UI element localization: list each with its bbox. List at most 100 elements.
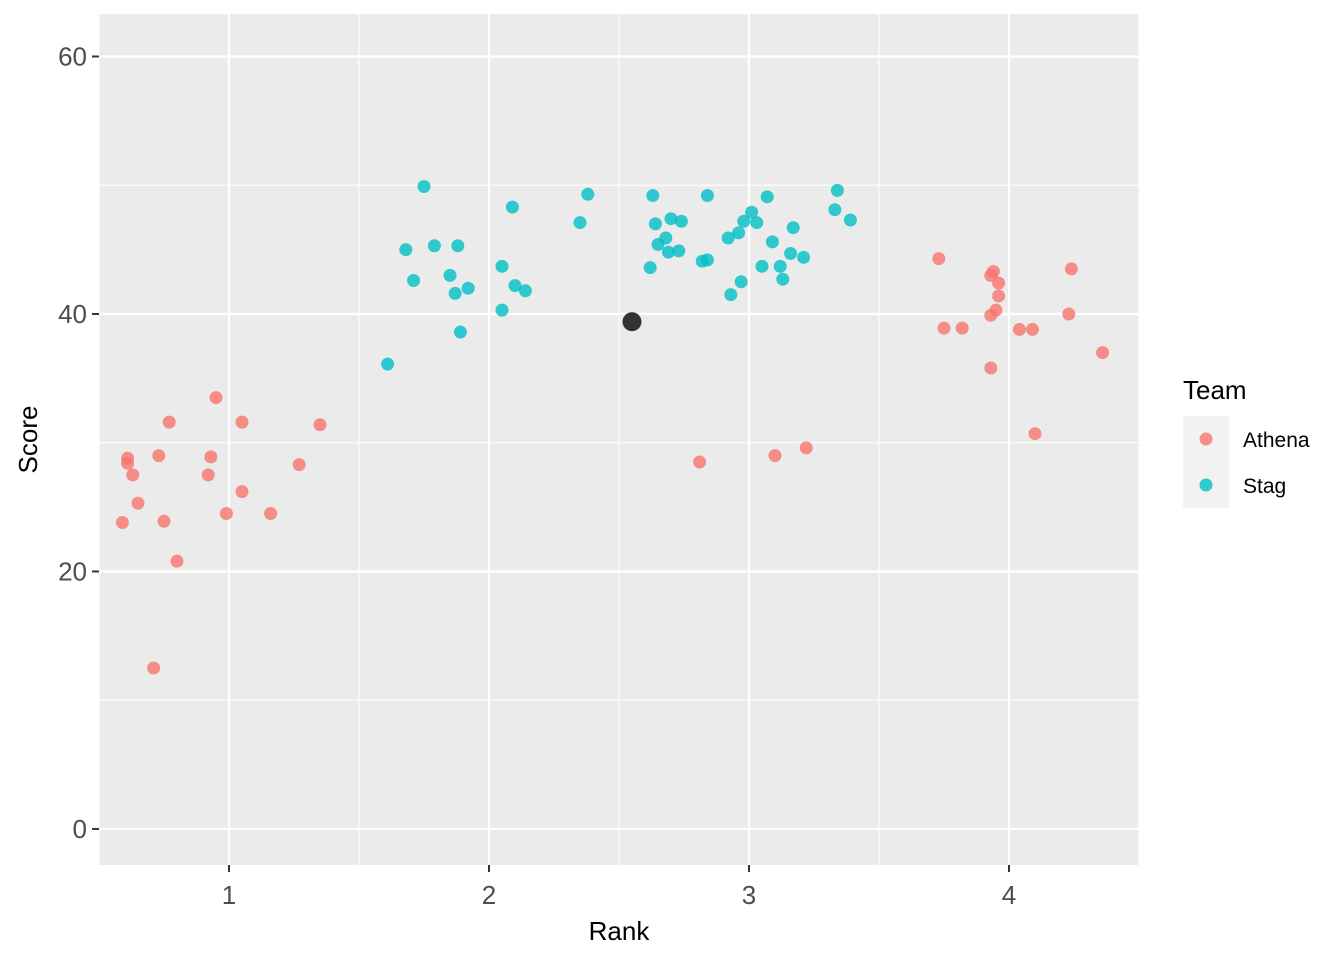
legend-title: Team bbox=[1183, 375, 1247, 405]
data-point-athena bbox=[1062, 307, 1076, 321]
data-point-stag bbox=[427, 239, 441, 253]
data-point-athena bbox=[115, 516, 129, 530]
data-point-stag bbox=[721, 231, 735, 245]
y-axis-ticks: 0 20 40 60 bbox=[58, 41, 99, 844]
data-point-stag bbox=[399, 243, 413, 257]
y-tick-label: 60 bbox=[58, 41, 87, 71]
data-point-stag bbox=[700, 253, 714, 267]
data-point-stag bbox=[745, 205, 759, 219]
data-point-athena bbox=[170, 554, 184, 568]
data-point-stag bbox=[786, 221, 800, 235]
data-point-stag bbox=[830, 183, 844, 197]
data-point-athena bbox=[1096, 346, 1110, 360]
data-point-athena bbox=[235, 485, 249, 499]
data-point-athena bbox=[992, 276, 1006, 290]
x-tick-label: 4 bbox=[1002, 880, 1016, 910]
data-point-stag bbox=[659, 231, 673, 245]
data-point-athena bbox=[1025, 322, 1039, 336]
data-point-stag bbox=[700, 189, 714, 203]
data-point-stag bbox=[508, 279, 522, 293]
data-point-athena bbox=[147, 661, 161, 675]
data-point-stag bbox=[750, 216, 764, 230]
data-point-stag bbox=[646, 189, 660, 203]
data-point-athena bbox=[955, 321, 969, 335]
data-point-athena bbox=[992, 289, 1006, 303]
data-point-stag bbox=[776, 272, 790, 286]
data-point-stag bbox=[461, 281, 475, 295]
data-point-athena bbox=[986, 264, 1000, 278]
data-point-athena bbox=[157, 514, 171, 528]
data-point-athena bbox=[126, 468, 140, 482]
data-point-athena bbox=[292, 458, 306, 472]
data-point-stag bbox=[518, 284, 532, 298]
data-point-stag bbox=[495, 259, 509, 273]
y-tick-label: 0 bbox=[73, 814, 87, 844]
data-point-athena bbox=[201, 468, 215, 482]
data-point-stag bbox=[407, 274, 421, 288]
legend-label: Athena bbox=[1243, 429, 1310, 452]
data-point-athena bbox=[121, 451, 135, 465]
data-point-stag bbox=[737, 214, 751, 228]
data-point-athena bbox=[932, 252, 946, 266]
data-points bbox=[115, 180, 1110, 675]
data-point-stag bbox=[581, 187, 595, 201]
data-point-stag bbox=[648, 217, 662, 231]
legend-marker-stag bbox=[1199, 478, 1213, 492]
data-point-stag bbox=[674, 214, 688, 228]
highlight-point bbox=[622, 312, 642, 332]
x-tick-label: 2 bbox=[482, 880, 496, 910]
data-point-stag bbox=[755, 259, 769, 273]
data-point-athena bbox=[1028, 427, 1042, 441]
data-point-athena bbox=[937, 321, 951, 335]
data-point-stag bbox=[828, 203, 842, 217]
data-point-stag bbox=[495, 303, 509, 317]
y-tick-label: 40 bbox=[58, 299, 87, 329]
data-point-athena bbox=[219, 507, 233, 521]
data-point-stag bbox=[664, 212, 678, 226]
data-point-athena bbox=[768, 449, 782, 463]
major-gridlines bbox=[99, 14, 1139, 865]
data-point-stag bbox=[417, 180, 431, 194]
legend: Team Athena Stag bbox=[1183, 375, 1310, 508]
x-axis-title: Rank bbox=[589, 916, 651, 946]
data-point-stag bbox=[797, 250, 811, 264]
data-point-stag bbox=[724, 288, 738, 302]
data-point-athena bbox=[162, 415, 176, 429]
data-point-athena bbox=[693, 455, 707, 469]
data-point-stag bbox=[573, 216, 587, 230]
data-point-athena bbox=[313, 418, 327, 432]
data-point-stag bbox=[765, 235, 779, 249]
data-point-athena bbox=[152, 449, 166, 463]
data-point-stag bbox=[381, 357, 395, 371]
data-point-athena bbox=[235, 415, 249, 429]
data-point-stag bbox=[661, 245, 675, 259]
x-tick-label: 3 bbox=[742, 880, 756, 910]
data-point-stag bbox=[448, 286, 462, 300]
minor-gridlines bbox=[98, 14, 1140, 865]
data-point-athena bbox=[989, 303, 1003, 317]
data-point-stag bbox=[784, 246, 798, 260]
data-point-athena bbox=[204, 450, 218, 464]
data-point-stag bbox=[843, 213, 857, 227]
data-point-stag bbox=[773, 259, 787, 273]
x-tick-label: 1 bbox=[222, 880, 236, 910]
data-point-stag bbox=[672, 244, 686, 258]
data-point-athena bbox=[984, 361, 998, 375]
legend-label: Stag bbox=[1243, 475, 1286, 498]
data-point-stag bbox=[443, 268, 457, 282]
data-point-athena bbox=[209, 391, 223, 405]
legend-marker-athena bbox=[1199, 432, 1213, 446]
data-point-stag bbox=[451, 239, 465, 253]
data-point-athena bbox=[1012, 322, 1026, 336]
data-point-stag bbox=[760, 190, 774, 204]
data-point-athena bbox=[131, 496, 145, 510]
data-point-athena bbox=[799, 441, 813, 455]
data-point-stag bbox=[643, 261, 657, 275]
y-axis-title: Score bbox=[13, 406, 43, 474]
data-point-stag bbox=[453, 325, 467, 339]
y-tick-label: 20 bbox=[58, 556, 87, 586]
data-point-stag bbox=[734, 275, 748, 289]
x-axis-ticks: 1 2 3 4 bbox=[222, 865, 1016, 910]
data-point-athena bbox=[264, 507, 278, 521]
